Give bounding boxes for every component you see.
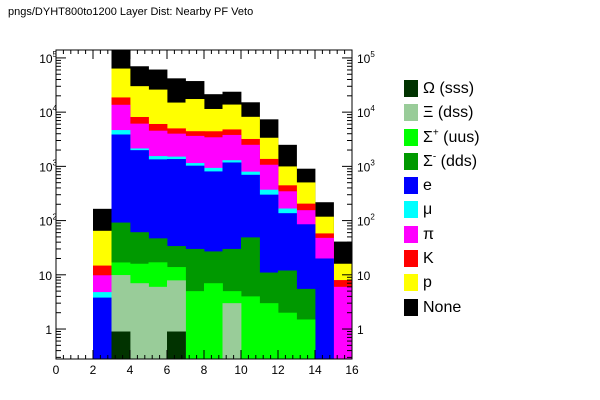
legend-label: Ω (sss) xyxy=(423,80,475,97)
legend-label: μ xyxy=(423,201,433,219)
y-tick-label-right: 1 xyxy=(357,323,364,337)
legend-swatch xyxy=(404,80,418,97)
bar-3-bin-12 xyxy=(278,312,297,359)
bar-3-bin-11 xyxy=(259,303,279,359)
y-tick-label: 105 xyxy=(39,50,57,66)
legend-item-6: μ xyxy=(404,200,524,224)
legend-swatch xyxy=(404,104,418,122)
bar-2-bin-5 xyxy=(148,286,168,359)
legend-item-10: None xyxy=(404,298,524,322)
x-tick-label: 6 xyxy=(164,363,171,377)
legend-swatch xyxy=(404,152,418,170)
legend-item-9: p xyxy=(404,273,524,297)
y-tick-label: 104 xyxy=(39,104,57,120)
legend-label: Σ+ (uus) xyxy=(423,127,480,146)
chart-title: pngs/DYHT800to1200 Layer Dist: Nearby PF… xyxy=(8,6,254,18)
x-tick-label: 2 xyxy=(90,363,97,377)
legend-item-1: Ω (sss) xyxy=(404,79,524,103)
y-tick-label: 10 xyxy=(39,269,53,283)
bar-5-bin-2 xyxy=(93,297,112,359)
x-tick-label: 14 xyxy=(308,363,322,377)
legend-swatch xyxy=(404,201,418,219)
x-tick-label: 16 xyxy=(345,363,359,377)
y-tick-label: 103 xyxy=(39,158,57,174)
legend-swatch xyxy=(404,225,418,243)
bar-7-bin-15 xyxy=(333,286,353,359)
legend-item-5: e xyxy=(404,176,524,200)
legend-label: Ξ (dss) xyxy=(423,104,474,122)
x-tick-label: 8 xyxy=(201,363,208,377)
legend-label: e xyxy=(423,177,432,195)
axis-tick-labels: 0 2 4 6 8 10 12 14 16 1 1 10 10 102 102 103 103 104 104 105… xyxy=(39,50,376,377)
y-tick-label: 1 xyxy=(45,323,52,337)
legend-label: Σ- (dds) xyxy=(423,151,478,170)
legend-swatch xyxy=(404,128,418,146)
legend-item-4: Σ- (dds) xyxy=(404,152,524,176)
x-tick-label: 0 xyxy=(53,363,60,377)
bar-3-bin-7 xyxy=(185,291,205,359)
legend-item-3: Σ+ (uus) xyxy=(404,128,524,152)
legend-label: π xyxy=(423,225,435,243)
bar-2-bin-4 xyxy=(130,283,149,359)
legend-swatch xyxy=(404,298,418,316)
legend-swatch xyxy=(404,250,418,268)
bar-5-bin-14 xyxy=(315,258,334,359)
bar-1-bin-3 xyxy=(111,331,131,359)
legend-item-8: K xyxy=(404,249,524,273)
x-tick-label: 10 xyxy=(234,363,248,377)
y-tick-label-right: 103 xyxy=(357,158,375,174)
legend-label: None xyxy=(423,298,462,316)
bar-3-bin-13 xyxy=(296,319,316,359)
legend-item-2: Ξ (dss) xyxy=(404,103,524,127)
legend-label: p xyxy=(423,274,432,292)
legend-item-7: π xyxy=(404,225,524,249)
legend-label: K xyxy=(423,250,434,268)
y-tick-label-right: 105 xyxy=(357,50,375,66)
bar-2-bin-9 xyxy=(222,303,242,359)
y-tick-label: 102 xyxy=(39,213,57,229)
x-tick-label: 4 xyxy=(127,363,134,377)
legend-swatch xyxy=(404,177,418,195)
histogram-bars xyxy=(93,50,353,360)
y-tick-label-right: 104 xyxy=(357,104,375,120)
axis-ticks xyxy=(55,50,353,359)
y-tick-label-right: 102 xyxy=(357,213,375,229)
y-tick-label-right: 10 xyxy=(357,269,371,283)
legend-swatch xyxy=(404,274,418,292)
bar-3-bin-10 xyxy=(241,296,260,359)
bar-1-bin-6 xyxy=(167,331,186,359)
x-tick-label: 12 xyxy=(271,363,285,377)
bar-3-bin-8 xyxy=(204,283,223,359)
